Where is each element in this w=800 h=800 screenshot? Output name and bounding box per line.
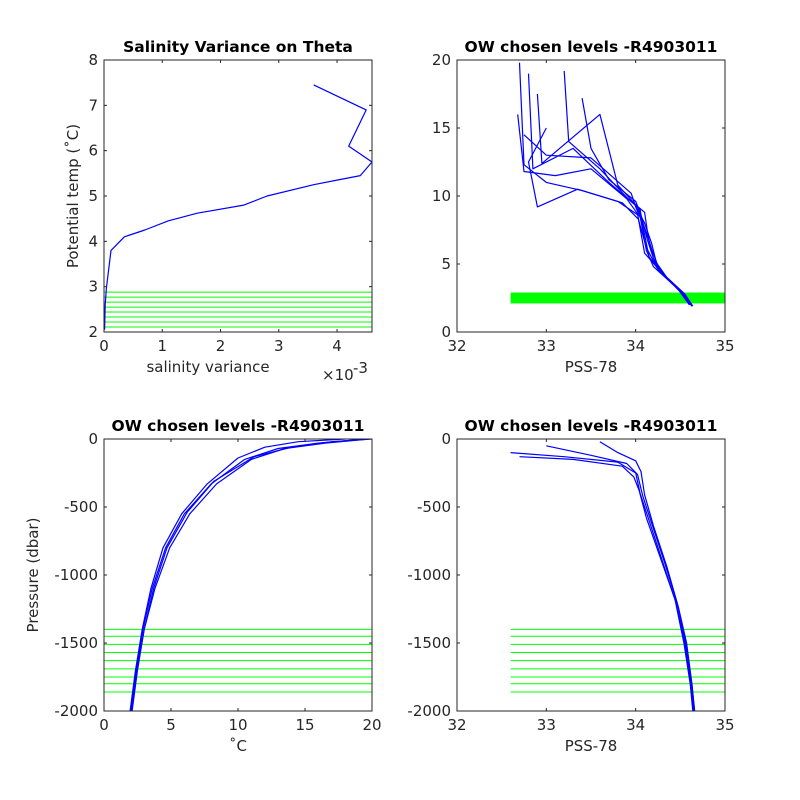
x-axis-label: salinity variance bbox=[146, 358, 269, 376]
y-tick-label: 6 bbox=[88, 142, 98, 160]
y-tick-label: -1500 bbox=[407, 634, 451, 652]
x-tick-label: 1 bbox=[157, 337, 167, 355]
y-tick-label: -500 bbox=[417, 498, 451, 516]
y-tick-label: 0 bbox=[88, 430, 98, 448]
profile-line bbox=[130, 439, 372, 711]
x-tick-label: 34 bbox=[626, 337, 645, 355]
y-tick-label: 15 bbox=[432, 119, 451, 137]
y-tick-label: -1000 bbox=[407, 566, 451, 584]
x-tick-label: 0 bbox=[99, 337, 109, 355]
profile-line bbox=[599, 441, 696, 711]
chart-panel-1: 0 1 2 3 4 2 3 4 5 6 7 8 Salinity Variance on Theta sa… bbox=[64, 38, 373, 384]
y-tick-label: 3 bbox=[88, 278, 98, 296]
profile-line bbox=[519, 456, 694, 711]
profile-line bbox=[523, 134, 692, 306]
y-axis-label: Pressure (dbar) bbox=[24, 518, 42, 633]
plot-area bbox=[103, 59, 373, 333]
x-axis-label: PSS-78 bbox=[565, 358, 618, 376]
x-tick-label: 10 bbox=[228, 716, 247, 734]
profile-line bbox=[510, 452, 695, 711]
x-tick-label: 33 bbox=[537, 337, 556, 355]
x-tick-label: 0 bbox=[99, 716, 109, 734]
y-tick-label: 5 bbox=[441, 255, 451, 273]
y-tick-label: 5 bbox=[88, 187, 98, 205]
chart-title: OW chosen levels -R4903011 bbox=[112, 417, 365, 435]
chart-panel-2: 32 33 34 35 0 5 10 15 20 OW chosen levels -R49030… bbox=[432, 38, 735, 376]
y-tick-label: -2000 bbox=[407, 702, 451, 720]
x-axis-label: ˚C bbox=[229, 737, 247, 755]
y-tick-label: 0 bbox=[441, 323, 451, 341]
plot-data bbox=[104, 439, 372, 711]
chart-panel-4: 32 33 34 35 -2000 -1500 -1000 -500 0 OW chosen le… bbox=[407, 417, 734, 755]
y-tick-label: 20 bbox=[432, 51, 451, 69]
x-tick-label: 34 bbox=[626, 716, 645, 734]
profile-line bbox=[581, 97, 693, 307]
x-tick-label: 32 bbox=[447, 337, 466, 355]
y-tick-label: -1000 bbox=[54, 566, 98, 584]
x-tick-label: 35 bbox=[715, 337, 734, 355]
x-tick-label: 15 bbox=[295, 716, 314, 734]
profile-line bbox=[129, 439, 346, 711]
plot-area bbox=[103, 438, 373, 712]
chart-title: OW chosen levels -R4903011 bbox=[465, 38, 718, 56]
x-axis-exponent-power: -3 bbox=[353, 359, 368, 377]
x-tick-label: 32 bbox=[447, 716, 466, 734]
y-tick-label: 10 bbox=[432, 187, 451, 205]
chosen-levels-band bbox=[510, 292, 725, 304]
x-axis-label: PSS-78 bbox=[565, 737, 618, 755]
x-tick-label: 4 bbox=[332, 337, 342, 355]
x-tick-label: 5 bbox=[166, 716, 176, 734]
y-axis-label: Potential temp (˚C) bbox=[64, 124, 82, 268]
chart-title: OW chosen levels -R4903011 bbox=[465, 417, 718, 435]
plot-data bbox=[510, 441, 725, 711]
x-tick-label: 2 bbox=[216, 337, 226, 355]
y-tick-label: 4 bbox=[88, 232, 98, 250]
plot-area bbox=[456, 59, 726, 333]
chart-title: Salinity Variance on Theta bbox=[123, 38, 353, 56]
y-tick-label: -2000 bbox=[54, 702, 98, 720]
x-tick-label: 3 bbox=[274, 337, 284, 355]
y-tick-label: -500 bbox=[64, 498, 98, 516]
profile-line bbox=[104, 84, 372, 330]
chart-panel-3: 0 5 10 15 20 -2000 -1500 -1000 -500 0 OW chosen le… bbox=[24, 417, 382, 755]
x-tick-label: 33 bbox=[537, 716, 556, 734]
x-axis-exponent: ×10 bbox=[322, 366, 354, 384]
y-tick-label: -1500 bbox=[54, 634, 98, 652]
x-tick-label: 20 bbox=[362, 716, 381, 734]
plot-data bbox=[104, 84, 372, 330]
y-tick-label: 0 bbox=[441, 430, 451, 448]
y-tick-label: 2 bbox=[88, 323, 98, 341]
y-tick-label: 8 bbox=[88, 51, 98, 69]
plot-data bbox=[510, 62, 725, 307]
plot-area bbox=[456, 438, 726, 712]
y-tick-label: 7 bbox=[88, 96, 98, 114]
x-tick-label: 35 bbox=[715, 716, 734, 734]
